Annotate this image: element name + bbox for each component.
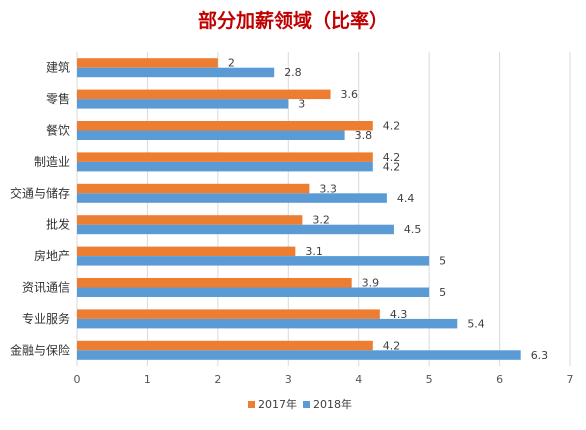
x-tick-label: 2 [214, 373, 221, 386]
bar-2017年-资讯通信 [77, 278, 352, 288]
bar-2018年-餐饮 [77, 130, 345, 140]
bar-2018年-零售 [77, 99, 289, 109]
category-label: 金融与保险 [10, 342, 70, 357]
category-label: 专业服务 [22, 311, 70, 326]
bar-2018年-专业服务 [77, 318, 458, 329]
x-tick-label: 6 [496, 373, 503, 386]
category-label: 零售 [46, 91, 70, 106]
data-label: 5.4 [467, 317, 485, 330]
bar-2017年-餐饮 [77, 121, 373, 131]
x-tick-label: 3 [285, 373, 292, 386]
bar-2018年-房地产 [77, 256, 430, 266]
category-label: 批发 [46, 217, 70, 232]
bar-2017年-零售 [77, 89, 331, 100]
category-label: 建筑 [46, 60, 70, 75]
bar-2017年-房地产 [77, 246, 296, 257]
data-label: 3.3 [319, 182, 337, 195]
bar-2018年-资讯通信 [77, 287, 430, 297]
data-label: 4.5 [404, 223, 422, 236]
legend-swatch-1 [303, 401, 310, 408]
bar-2017年-金融与保险 [77, 340, 373, 351]
bar-2017年-建筑 [77, 58, 218, 68]
x-tick-label: 7 [567, 373, 574, 386]
data-label: 4.2 [383, 160, 401, 173]
chart-title: 部分加薪领域（比率） [198, 9, 388, 32]
category-label: 制造业 [34, 155, 70, 169]
x-tick-label: 1 [144, 373, 151, 386]
data-label: 4.2 [383, 339, 401, 352]
bar-2017年-制造业 [77, 152, 373, 162]
data-label: 4.2 [383, 120, 401, 133]
data-label: 3 [298, 98, 305, 111]
data-label: 3.8 [355, 129, 373, 142]
data-label: 4.3 [390, 308, 408, 321]
data-label: 4.4 [397, 192, 415, 205]
legend-swatch-0 [248, 401, 255, 408]
bar-2018年-交通与储存 [77, 193, 387, 203]
data-label: 3.2 [312, 214, 330, 227]
data-label: 6.3 [531, 349, 549, 362]
data-label: 3.9 [362, 277, 380, 290]
bar-2017年-批发 [77, 215, 303, 225]
x-tick-label: 0 [74, 373, 81, 386]
category-label: 餐饮 [46, 123, 70, 138]
bar-2018年-建筑 [77, 67, 275, 78]
category-label: 资讯通信 [22, 281, 70, 295]
data-label: 2 [228, 57, 235, 70]
data-label: 5 [439, 286, 446, 299]
legend-label: 2018年 [313, 397, 352, 411]
data-label: 4.2 [383, 151, 401, 164]
bar-2017年-交通与储存 [77, 183, 310, 194]
bar-2018年-批发 [77, 224, 394, 235]
data-label: 3.6 [341, 88, 359, 101]
bar-2018年-金融与保险 [77, 350, 521, 360]
category-label: 交通与储存 [10, 185, 70, 200]
legend-label: 2017年 [258, 397, 297, 411]
data-label: 3.1 [305, 245, 323, 258]
data-label: 2.8 [284, 66, 302, 79]
bar-2018年-制造业 [77, 161, 373, 172]
bar-2017年-专业服务 [77, 309, 380, 319]
category-label: 房地产 [34, 248, 70, 263]
data-label: 5 [439, 255, 446, 268]
x-tick-label: 5 [426, 373, 433, 386]
x-tick-label: 4 [355, 373, 362, 386]
